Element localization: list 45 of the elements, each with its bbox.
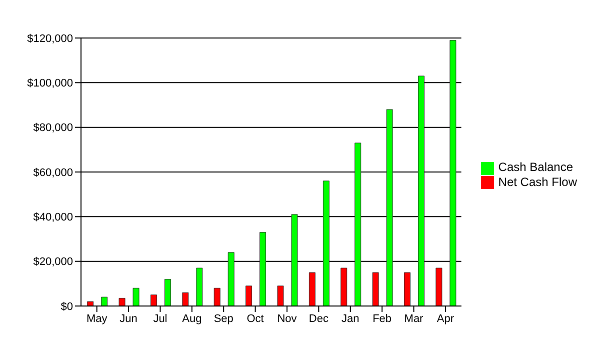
bar — [118, 298, 126, 306]
bar — [132, 288, 140, 306]
x-tick-label: Mar — [404, 312, 424, 325]
y-tick-label: $20,000 — [33, 256, 73, 268]
x-tick-label: May — [86, 312, 108, 325]
y-tick-label: $60,000 — [33, 166, 73, 179]
bar — [87, 301, 94, 306]
bar — [246, 286, 252, 306]
bar — [372, 272, 379, 306]
y-tick-label: $120,000 — [27, 32, 73, 45]
bar — [164, 278, 171, 306]
bar — [354, 142, 362, 306]
x-tick-label: Nov — [277, 312, 298, 325]
bar — [260, 232, 266, 306]
bar — [436, 268, 442, 306]
y-tick-label: $80,000 — [33, 122, 73, 134]
x-tick-label: Jan — [342, 312, 360, 325]
bar — [101, 296, 108, 306]
x-tick-label: Dec — [308, 312, 329, 325]
x-tick-label: Apr — [436, 312, 454, 325]
x-tick-label: Feb — [372, 312, 392, 325]
bar — [308, 272, 316, 306]
bar — [228, 252, 234, 306]
legend-label: Net Cash Flow — [498, 174, 577, 188]
x-tick-label: Jul — [153, 312, 168, 325]
x-tick-label: Aug — [182, 312, 202, 325]
legend-label: Cash Balance — [498, 160, 574, 174]
bar — [277, 286, 284, 306]
bar — [291, 214, 298, 306]
bar — [418, 76, 424, 306]
bar — [340, 268, 348, 306]
bar — [404, 272, 410, 306]
y-tick-label: $100,000 — [27, 78, 73, 90]
x-tick-label: Jun — [120, 312, 138, 325]
bar — [214, 288, 220, 306]
bar — [386, 109, 393, 306]
bar — [322, 180, 330, 306]
y-tick-label: $40,000 — [33, 212, 73, 224]
bar — [196, 268, 203, 306]
bar — [450, 40, 456, 306]
x-tick-label: Oct — [246, 312, 264, 325]
y-tick-label: $0 — [60, 300, 73, 313]
bar — [182, 292, 189, 306]
bar — [150, 294, 157, 306]
x-tick-label: Sep — [214, 312, 234, 325]
